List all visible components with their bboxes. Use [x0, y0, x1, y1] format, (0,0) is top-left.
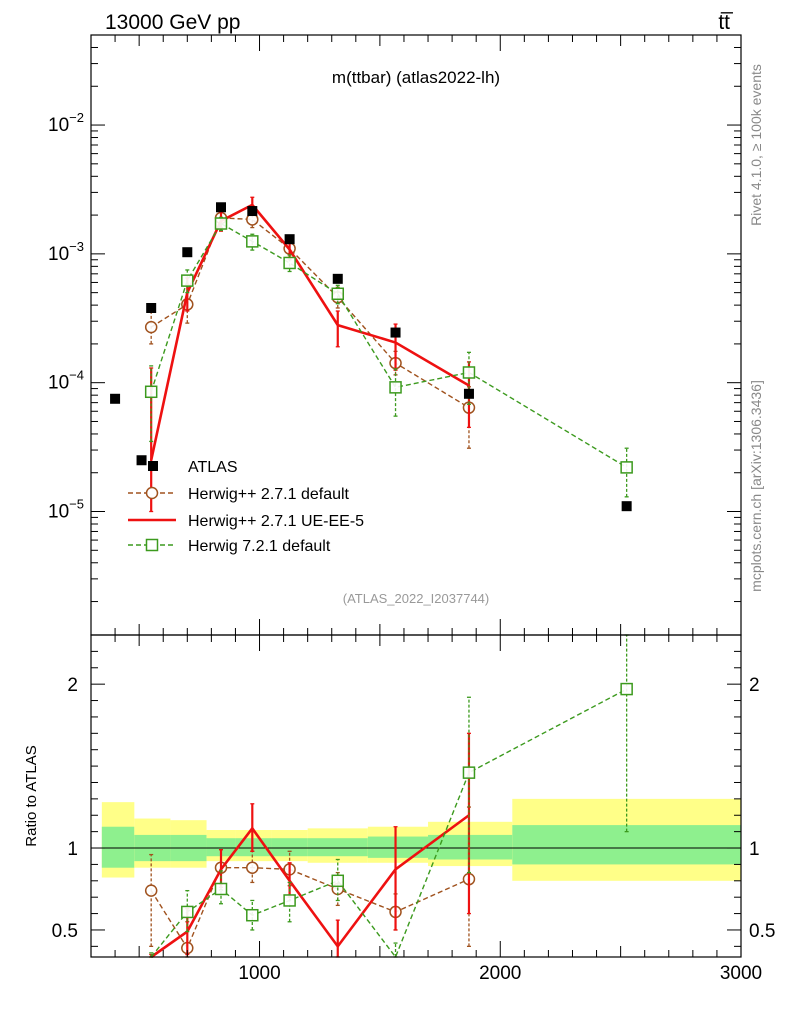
atlas-point: [182, 247, 193, 258]
atlas-point: [136, 455, 147, 466]
atlas-point: [216, 202, 226, 213]
main-line: [150, 222, 628, 468]
ratio-y-axis-label: Ratio to ATLAS: [23, 745, 40, 846]
main-point: [331, 287, 345, 301]
ratio-x-tick-label: 1000: [238, 963, 280, 984]
atlas-point: [110, 393, 121, 404]
analysis-watermark: (ATLAS_2022_I2037744): [343, 591, 489, 606]
legend-label-herwig721-default: Herwig 7.2.1 default: [188, 538, 331, 555]
main-point: [283, 256, 296, 270]
ratio-point: [283, 894, 296, 907]
ratio-point: [620, 682, 633, 696]
legend-item-atlas: ATLAS: [148, 459, 238, 476]
main-point: [144, 320, 158, 334]
legend-item-herwig271-default: Herwig++ 2.7.1 default: [128, 486, 350, 503]
legend-label-herwig271-default: Herwig++ 2.7.1 default: [188, 486, 350, 503]
atlas-point: [390, 327, 401, 338]
band-inner: [206, 838, 236, 857]
ratio-y-tick-label-right: 1: [749, 839, 760, 860]
main-series-dashed-square: [144, 216, 633, 498]
series-layer: [110, 196, 633, 959]
band-inner: [428, 834, 513, 860]
ratio-y-tick-label-right: 0.5: [749, 921, 775, 942]
ratio-point: [246, 861, 259, 874]
ratio-point: [181, 905, 194, 919]
ratio-point: [331, 874, 345, 888]
atlas-point: [284, 234, 295, 245]
atlas-point: [463, 388, 474, 399]
legend: ATLAS Herwig++ 2.7.1 default Herwig++ 2.…: [128, 459, 364, 555]
atlas-data-points: [110, 202, 632, 512]
main-point: [462, 366, 476, 379]
ratio-point: [214, 882, 228, 896]
legend-item-herwig271-ue-ee-5: Herwig++ 2.7.1 UE-EE-5: [128, 513, 364, 530]
main-y-tick-label: 10−2: [48, 110, 84, 136]
band-inner: [101, 826, 135, 868]
legend-item-herwig721-default: Herwig 7.2.1 default: [128, 538, 331, 555]
plot-title: m(ttbar) (atlas2022-lh): [332, 68, 500, 87]
ratio-line: [150, 814, 470, 959]
main-y-tick-label: 10−5: [48, 497, 84, 523]
ratio-x-tick-label: 3000: [720, 963, 762, 984]
ratio-plot-frame: [90, 634, 742, 958]
ratio-uncertainty-bands: [101, 798, 741, 881]
main-series-dashed-circle: [144, 207, 476, 449]
main-y-tick-label: 10−4: [48, 368, 84, 394]
band-inner: [271, 838, 308, 857]
main-point: [620, 461, 633, 474]
main-point: [144, 385, 158, 399]
ratio-point: [246, 908, 259, 922]
main-y-tick-label: 10−3: [48, 239, 84, 265]
ratio-y-tick-label-left: 1: [67, 839, 78, 860]
axis-ticks: 10−5 10−4 10−3 10−2 1000 2000 3000 0.5 0.5 1 1 2 2: [48, 34, 775, 984]
atlas-point: [621, 501, 632, 512]
main-point: [389, 381, 402, 394]
ratio-line: [150, 866, 470, 950]
ratio-point: [144, 884, 158, 897]
mcplots-credit-label: mcplots.cern.ch [arXiv:1306.3436]: [748, 380, 764, 592]
header-left-label: 13000 GeV pp: [105, 11, 240, 34]
main-point: [181, 274, 194, 287]
ratio-series-dashed-square: [149, 634, 633, 959]
legend-label-atlas: ATLAS: [188, 459, 238, 476]
ratio-y-tick-label-left: 0.5: [52, 921, 78, 942]
band-inner: [367, 836, 429, 858]
ratio-y-tick-label-left: 2: [67, 675, 78, 696]
rivet-version-label: Rivet 4.1.0, ≥ 100k events: [748, 64, 764, 226]
atlas-point: [332, 273, 343, 284]
header-right-label: tt̅: [718, 11, 734, 34]
main-line: [150, 217, 470, 409]
main-point: [214, 217, 228, 230]
band-inner: [307, 838, 368, 857]
main-line: [149, 203, 470, 461]
main-point: [246, 235, 259, 248]
legend-label-herwig271-ue-ee-5: Herwig++ 2.7.1 UE-EE-5: [188, 513, 364, 530]
ratio-x-tick-label: 2000: [479, 963, 521, 984]
ratio-y-tick-label-right: 2: [749, 675, 760, 696]
ratio-point: [462, 766, 476, 779]
atlas-point: [247, 206, 258, 217]
atlas-point: [146, 302, 157, 313]
